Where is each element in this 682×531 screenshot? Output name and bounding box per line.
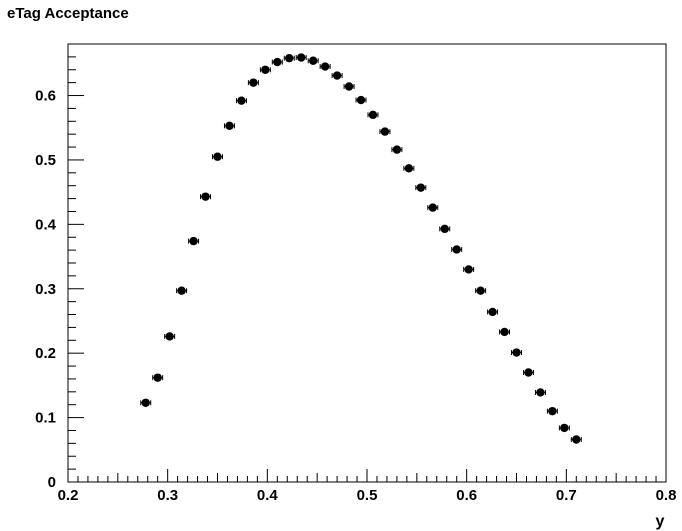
data-marker — [572, 435, 581, 444]
data-point — [319, 62, 331, 71]
data-point — [511, 348, 522, 357]
data-marker — [404, 164, 414, 173]
data-marker — [476, 286, 485, 295]
data-marker — [320, 62, 330, 71]
data-marker — [141, 398, 150, 407]
data-point — [522, 368, 534, 377]
data-marker — [356, 95, 366, 105]
data-point — [558, 423, 570, 433]
data-point — [271, 57, 283, 67]
data-point — [212, 152, 223, 161]
x-tick-label: 0.7 — [556, 487, 577, 504]
x-tick-label: 0.8 — [656, 487, 677, 504]
data-point — [283, 53, 295, 63]
data-points — [140, 53, 582, 444]
data-marker — [380, 127, 390, 136]
data-point — [152, 373, 164, 382]
data-marker — [344, 82, 354, 91]
data-marker — [297, 53, 306, 62]
data-marker — [392, 145, 402, 154]
x-axis-label: y — [656, 513, 665, 530]
data-point — [427, 203, 439, 212]
axis-ticks — [67, 43, 667, 483]
data-point — [439, 224, 451, 234]
data-point — [343, 82, 355, 91]
x-tick-label: 0.4 — [257, 487, 279, 504]
data-marker — [512, 348, 521, 357]
data-point — [546, 406, 558, 416]
y-tick-label: 0 — [48, 474, 56, 491]
data-marker — [536, 388, 545, 397]
data-point — [259, 65, 271, 74]
x-tick-label: 0.5 — [357, 487, 378, 504]
y-tick-label: 0.6 — [35, 88, 56, 105]
data-marker — [273, 57, 282, 67]
data-point — [487, 307, 499, 317]
data-point — [295, 53, 307, 62]
data-marker — [368, 110, 378, 120]
data-point — [415, 183, 427, 192]
data-marker — [308, 56, 318, 65]
data-point — [463, 265, 475, 274]
data-point — [223, 121, 235, 131]
data-marker — [464, 265, 473, 274]
data-point — [391, 145, 403, 154]
x-tick-label: 0.3 — [157, 487, 178, 504]
data-marker — [165, 332, 174, 341]
data-marker — [428, 203, 437, 212]
x-tick-label: 0.2 — [58, 487, 79, 504]
data-marker — [548, 406, 557, 416]
data-marker — [488, 307, 497, 317]
data-point — [235, 96, 247, 105]
y-tick-label: 0.5 — [35, 152, 56, 169]
data-point — [367, 110, 379, 120]
data-point — [188, 236, 200, 246]
data-marker — [153, 373, 162, 382]
data-marker — [177, 286, 186, 295]
data-marker — [452, 245, 461, 254]
data-marker — [416, 183, 426, 192]
data-point — [379, 127, 391, 136]
data-marker — [524, 368, 533, 377]
y-tick-label: 0.4 — [35, 216, 57, 233]
data-point — [499, 327, 511, 337]
data-marker — [213, 152, 222, 161]
data-point — [247, 78, 259, 87]
data-point — [403, 164, 415, 173]
y-tick-label: 0.3 — [35, 281, 56, 298]
plot-frame — [67, 43, 667, 483]
data-point — [307, 56, 319, 65]
data-point — [164, 332, 176, 341]
data-point — [534, 388, 546, 397]
data-point — [140, 398, 152, 407]
y-tick-label: 0.1 — [35, 410, 56, 427]
data-point — [570, 435, 582, 444]
data-marker — [201, 192, 210, 201]
plot-frame-rect — [67, 43, 667, 483]
tick-labels: 0.2 0.3 0.4 0.5 0.6 0.7 0.8 0 0.1 0.2 0.3 0.4 0.5 0.6 — [35, 88, 676, 504]
x-tick-label: 0.6 — [456, 487, 477, 504]
data-marker — [285, 53, 294, 63]
data-point — [355, 95, 367, 105]
data-point — [451, 245, 463, 254]
data-marker — [237, 96, 246, 105]
data-point — [200, 192, 212, 201]
data-marker — [332, 71, 342, 80]
data-marker — [225, 121, 234, 131]
data-point — [331, 71, 343, 80]
y-tick-label: 0.2 — [35, 345, 56, 362]
data-marker — [560, 423, 569, 433]
data-marker — [500, 327, 509, 337]
data-marker — [249, 78, 258, 87]
data-marker — [261, 65, 270, 74]
data-marker — [440, 224, 449, 234]
data-point — [475, 286, 487, 295]
data-marker — [189, 236, 198, 246]
data-point — [176, 286, 188, 295]
chart-title: eTag Acceptance — [7, 5, 129, 22]
